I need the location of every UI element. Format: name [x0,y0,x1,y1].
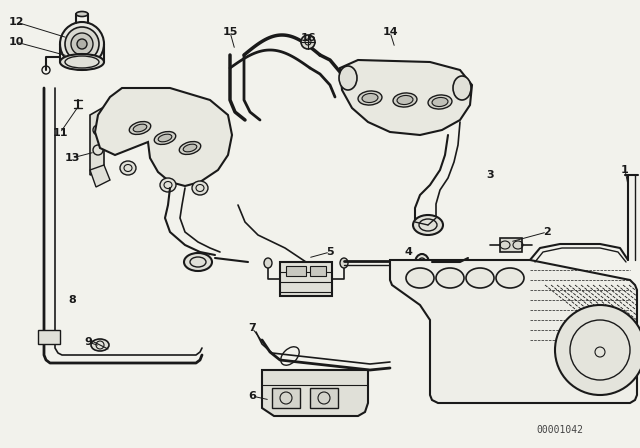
Ellipse shape [77,39,87,49]
Ellipse shape [179,142,201,155]
Ellipse shape [60,54,104,70]
Text: 16: 16 [300,33,316,43]
Text: 3: 3 [486,170,494,180]
Bar [500,238,522,252]
Ellipse shape [264,258,272,268]
Ellipse shape [339,66,357,90]
Ellipse shape [453,76,471,100]
Ellipse shape [393,93,417,107]
Polygon shape [390,260,637,403]
Ellipse shape [466,268,494,288]
Ellipse shape [496,268,524,288]
Ellipse shape [340,258,348,268]
Text: 11: 11 [52,128,68,138]
Bar [272,388,300,408]
Text: 15: 15 [222,27,237,37]
Ellipse shape [160,178,176,192]
Ellipse shape [406,268,434,288]
Text: 00001042: 00001042 [536,425,584,435]
Text: 12: 12 [8,17,24,27]
Ellipse shape [65,27,99,61]
Text: 13: 13 [64,153,80,163]
Ellipse shape [120,161,136,175]
Ellipse shape [358,91,382,105]
Ellipse shape [184,253,212,271]
Text: 2: 2 [543,227,551,237]
Bar [38,330,60,344]
Ellipse shape [158,134,172,142]
Ellipse shape [91,339,109,351]
Polygon shape [340,60,472,135]
Ellipse shape [432,98,448,107]
Text: 9: 9 [84,337,92,347]
Ellipse shape [362,94,378,103]
Text: 1: 1 [621,165,629,175]
Text: 8: 8 [68,295,76,305]
Polygon shape [90,165,110,187]
Ellipse shape [60,22,104,66]
Polygon shape [262,370,368,416]
Ellipse shape [436,268,464,288]
Text: 4: 4 [404,247,412,257]
Ellipse shape [397,95,413,104]
Bar [310,388,338,408]
Ellipse shape [71,33,93,55]
Ellipse shape [413,215,443,235]
Ellipse shape [428,95,452,109]
Text: 7: 7 [248,323,256,333]
Bar [280,262,332,296]
Ellipse shape [183,144,197,152]
Ellipse shape [129,121,151,134]
Ellipse shape [192,181,208,195]
Text: 5: 5 [326,247,334,257]
Polygon shape [95,88,232,186]
Polygon shape [90,107,104,175]
Bar [286,266,306,276]
Ellipse shape [154,132,176,144]
Ellipse shape [76,12,88,17]
Text: 6: 6 [248,391,256,401]
Bar [310,266,326,276]
Circle shape [555,305,640,395]
Ellipse shape [133,124,147,132]
Circle shape [301,35,315,49]
Text: 10: 10 [8,37,24,47]
Text: 14: 14 [382,27,398,37]
Ellipse shape [415,254,429,272]
